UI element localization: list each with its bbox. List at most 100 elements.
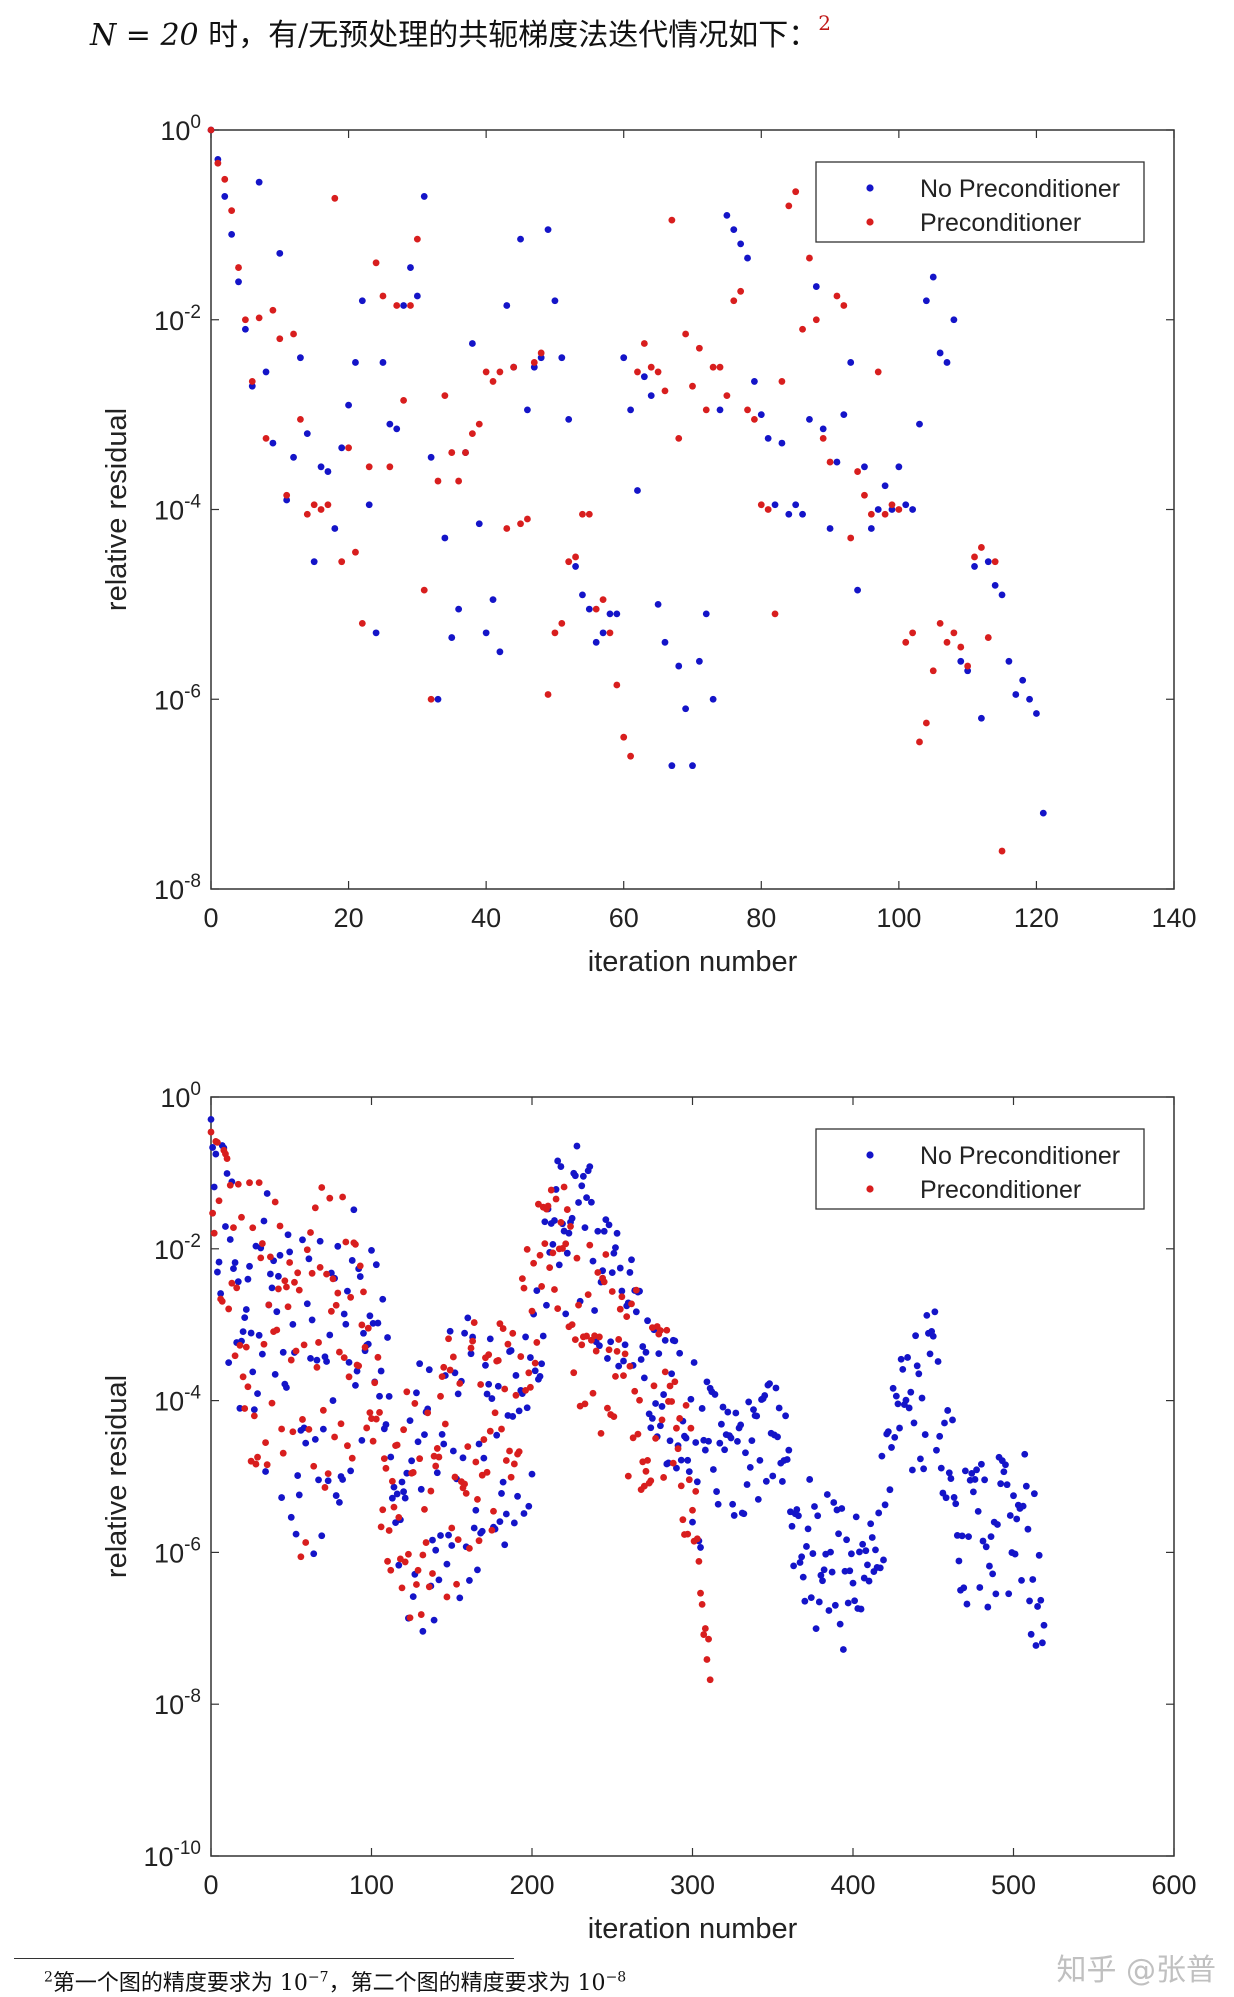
point-no-preconditioner xyxy=(917,1455,924,1463)
point-no-preconditioner xyxy=(1032,1642,1040,1649)
point-no-preconditioner xyxy=(724,1408,732,1416)
point-no-preconditioner xyxy=(926,1350,934,1358)
point-no-preconditioner xyxy=(467,1350,475,1358)
point-no-preconditioner xyxy=(1026,695,1033,703)
point-preconditioner xyxy=(674,1445,682,1453)
point-no-preconditioner xyxy=(393,1490,401,1498)
point-no-preconditioner xyxy=(356,1273,364,1280)
point-no-preconditioner xyxy=(242,1306,250,1313)
intro-text: 时，有/无预处理的共轭梯度法迭代情况如下： xyxy=(198,18,819,53)
point-preconditioner xyxy=(568,1321,576,1328)
x-tick-label: 0 xyxy=(203,1870,218,1900)
point-no-preconditioner xyxy=(1027,1630,1035,1638)
point-preconditioner xyxy=(705,1635,712,1643)
point-preconditioner xyxy=(230,1224,237,1232)
point-preconditioner xyxy=(276,1222,284,1230)
point-preconditioner xyxy=(462,449,469,456)
point-preconditioner xyxy=(409,1469,417,1476)
point-no-preconditioner xyxy=(626,1269,634,1276)
footnote-ref[interactable]: 2 xyxy=(818,11,832,35)
point-preconditioner xyxy=(605,1346,613,1354)
point-preconditioner xyxy=(278,1425,286,1433)
point-preconditioner xyxy=(249,1224,257,1232)
legend-label: Preconditioner xyxy=(920,209,1081,237)
point-no-preconditioner xyxy=(292,1530,300,1538)
point-no-preconditioner xyxy=(913,1362,921,1370)
point-no-preconditioner xyxy=(578,1182,586,1190)
point-no-preconditioner xyxy=(1029,1576,1037,1583)
point-preconditioner xyxy=(425,1583,433,1591)
point-preconditioner xyxy=(971,553,978,561)
point-no-preconditioner xyxy=(572,563,579,570)
point-preconditioner xyxy=(668,1398,676,1405)
point-no-preconditioner xyxy=(365,501,373,509)
point-preconditioner xyxy=(257,1254,265,1262)
point-preconditioner xyxy=(506,1447,513,1455)
point-no-preconditioner xyxy=(852,1513,860,1521)
point-preconditioner xyxy=(600,1278,608,1286)
point-no-preconditioner xyxy=(310,558,318,566)
point-no-preconditioner xyxy=(289,1320,297,1328)
point-preconditioner xyxy=(225,1305,233,1313)
point-no-preconditioner xyxy=(244,1275,252,1283)
point-preconditioner xyxy=(255,1179,263,1187)
point-no-preconditioner xyxy=(318,1532,326,1540)
point-preconditioner xyxy=(642,1467,650,1475)
point-no-preconditioner xyxy=(602,1216,610,1224)
point-no-preconditioner xyxy=(276,249,284,257)
point-preconditioner xyxy=(323,1270,330,1278)
point-preconditioner xyxy=(723,392,731,400)
point-no-preconditioner xyxy=(563,1249,571,1257)
point-no-preconditioner xyxy=(615,1362,623,1370)
point-no-preconditioner xyxy=(743,1481,751,1488)
point-preconditioner xyxy=(599,596,607,604)
footnote-mark: 2 xyxy=(44,1969,53,1986)
point-no-preconditioner xyxy=(390,1483,398,1491)
point-no-preconditioner xyxy=(775,1404,783,1412)
point-no-preconditioner xyxy=(348,1257,356,1264)
point-preconditioner xyxy=(771,610,779,618)
point-no-preconditioner xyxy=(393,425,401,433)
point-no-preconditioner xyxy=(507,1347,515,1354)
point-preconditioner xyxy=(737,287,745,295)
point-preconditioner xyxy=(421,1505,428,1513)
point-no-preconditioner xyxy=(920,1465,928,1473)
point-preconditioner xyxy=(502,1457,510,1464)
point-preconditioner xyxy=(685,1476,693,1484)
point-preconditioner xyxy=(650,1382,658,1390)
point-no-preconditioner xyxy=(655,1350,663,1358)
point-preconditioner xyxy=(358,1321,366,1329)
point-no-preconditioner xyxy=(778,439,786,447)
point-no-preconditioner xyxy=(889,1384,897,1392)
point-no-preconditioner xyxy=(283,1384,290,1391)
point-preconditioner xyxy=(417,1611,425,1618)
point-no-preconditioner xyxy=(872,1546,879,1554)
point-preconditioner xyxy=(384,1557,391,1565)
point-preconditioner xyxy=(785,202,793,210)
point-preconditioner xyxy=(352,1240,359,1248)
point-preconditioner xyxy=(518,1275,526,1283)
point-preconditioner xyxy=(861,491,868,499)
point-preconditioner xyxy=(475,1537,483,1545)
point-no-preconditioner xyxy=(207,1115,215,1123)
y-tick-label: 10-8 xyxy=(154,871,201,905)
point-no-preconditioner xyxy=(279,1348,287,1356)
point-preconditioner xyxy=(403,1388,411,1396)
point-no-preconditioner xyxy=(372,1261,380,1269)
point-preconditioner xyxy=(570,1369,578,1377)
point-no-preconditioner xyxy=(523,1404,531,1412)
point-no-preconditioner xyxy=(575,1199,582,1206)
point-no-preconditioner xyxy=(934,1358,942,1365)
point-preconditioner xyxy=(661,387,669,395)
point-preconditioner xyxy=(964,662,972,670)
point-preconditioner xyxy=(342,1238,350,1246)
point-no-preconditioner xyxy=(258,1350,266,1358)
point-no-preconditioner xyxy=(612,1244,619,1252)
point-no-preconditioner xyxy=(788,1522,796,1530)
point-no-preconditioner xyxy=(836,1620,844,1628)
point-no-preconditioner xyxy=(1011,1550,1019,1558)
point-no-preconditioner xyxy=(809,1550,817,1557)
point-no-preconditioner xyxy=(400,302,407,309)
point-no-preconditioner xyxy=(929,273,937,281)
point-preconditioner xyxy=(214,159,222,167)
